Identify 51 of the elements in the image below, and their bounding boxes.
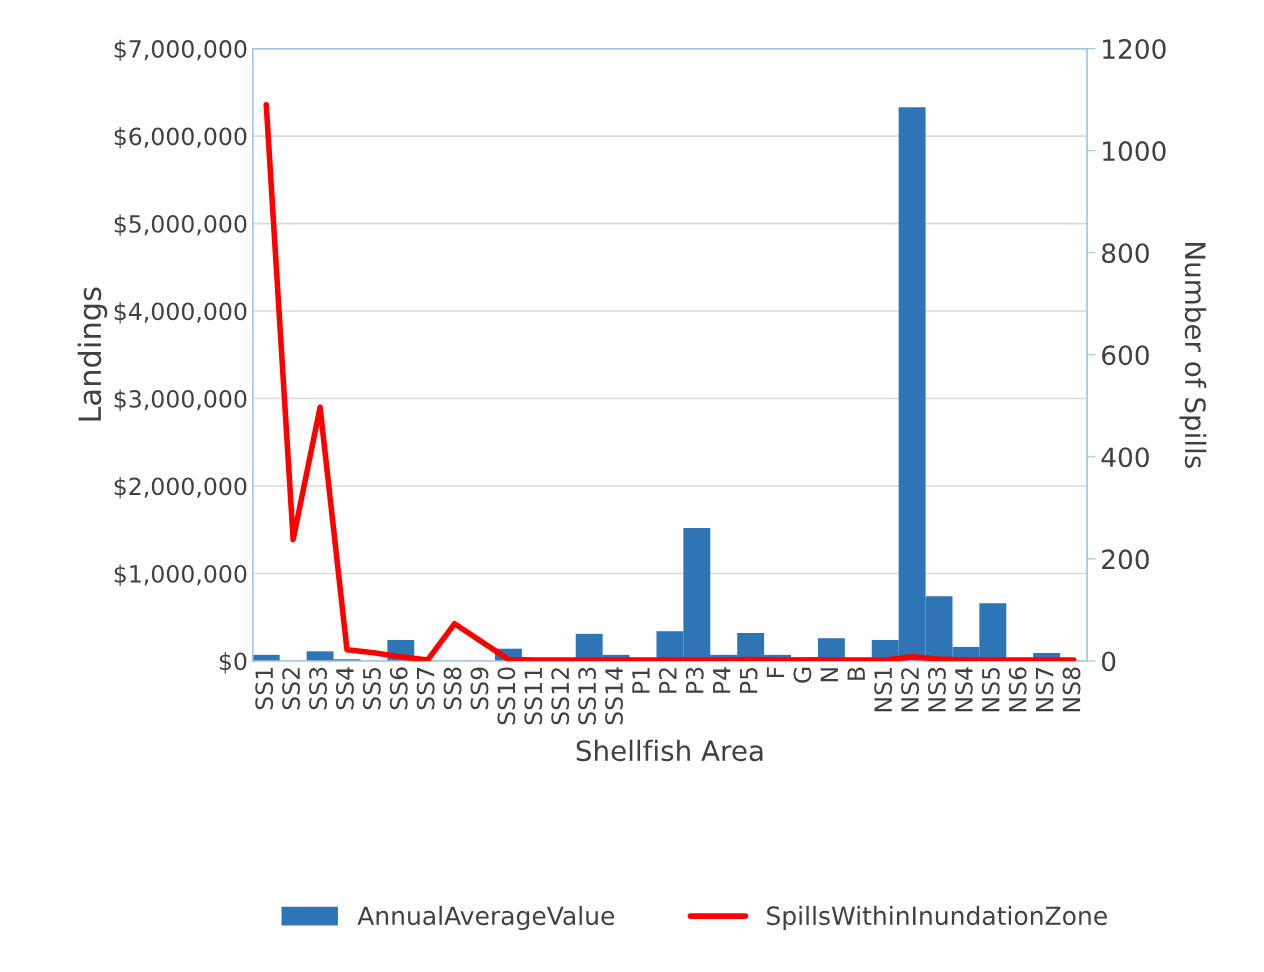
y-tick-label: $1,000,000 <box>114 564 247 586</box>
y2-tick-label: 1000 <box>1103 141 1166 162</box>
x-tick-label: SS1 <box>255 668 274 710</box>
x-tick-label: F <box>766 667 785 678</box>
x-tick-label: P3 <box>685 667 704 693</box>
x-tick-label: SS9 <box>470 667 489 710</box>
x-tick-label: SS7 <box>416 667 435 710</box>
x-tick-label: SS5 <box>362 667 381 710</box>
y-tick-label: $0 <box>219 651 247 674</box>
x-tick-label: SS10 <box>497 667 516 725</box>
y2-tick-label: 400 <box>1101 447 1149 468</box>
x-tick-label: NS7 <box>1035 667 1054 712</box>
y-tick-label: $7,000,000 <box>114 39 247 62</box>
x-tick-label: SS8 <box>443 667 462 710</box>
x-tick-label: P1 <box>632 668 650 693</box>
x-tick-label: P5 <box>739 667 758 693</box>
y-axis-title: Landings <box>77 287 108 421</box>
y2-tick-label: 200 <box>1102 549 1149 570</box>
legend-label: AnnualAverageValue <box>357 905 615 931</box>
x-tick-label: G <box>793 667 812 683</box>
x-tick-label: B <box>847 667 865 680</box>
x-tick-label: SS13 <box>578 667 597 725</box>
y-tick-label: $5,000,000 <box>114 214 247 236</box>
x-tick-label: SS4 <box>335 667 354 710</box>
y2-axis-title: Number of Spills <box>1179 243 1207 468</box>
x-tick-label: SS6 <box>389 667 408 710</box>
x-tick-label: SS11 <box>524 668 543 725</box>
y2-tick-label: 600 <box>1102 345 1149 366</box>
x-tick-label: NS8 <box>1062 667 1081 712</box>
legend-label: SpillsWithinInundationZone <box>767 905 1107 931</box>
x-tick-label: NS5 <box>981 667 1000 712</box>
y2-tick-label: 800 <box>1102 243 1149 264</box>
y-tick-label: $4,000,000 <box>114 302 247 324</box>
x-axis-title: Shellfish Area <box>576 739 763 762</box>
x-tick-label: NS6 <box>1008 667 1027 712</box>
x-tick-label: SS12 <box>551 668 570 725</box>
x-tick-label: P4 <box>713 667 731 693</box>
x-tick-label: N <box>820 668 838 682</box>
x-tick-label: SS2 <box>282 668 301 710</box>
x-tick-label: NS2 <box>901 668 919 712</box>
x-tick-label: P2 <box>658 668 677 693</box>
x-tick-label: SS14 <box>605 667 623 725</box>
y-tick-label: $6,000,000 <box>114 127 247 149</box>
y-tick-label: $2,000,000 <box>114 477 247 499</box>
x-tick-label: NS3 <box>928 667 946 712</box>
x-tick-label: SS3 <box>309 667 327 710</box>
x-tick-label: NS1 <box>874 668 893 712</box>
y2-tick-label: 0 <box>1101 651 1116 672</box>
y2-tick-label: 1200 <box>1103 39 1166 59</box>
y-tick-label: $3,000,000 <box>114 389 247 411</box>
x-tick-label: NS4 <box>954 667 973 712</box>
